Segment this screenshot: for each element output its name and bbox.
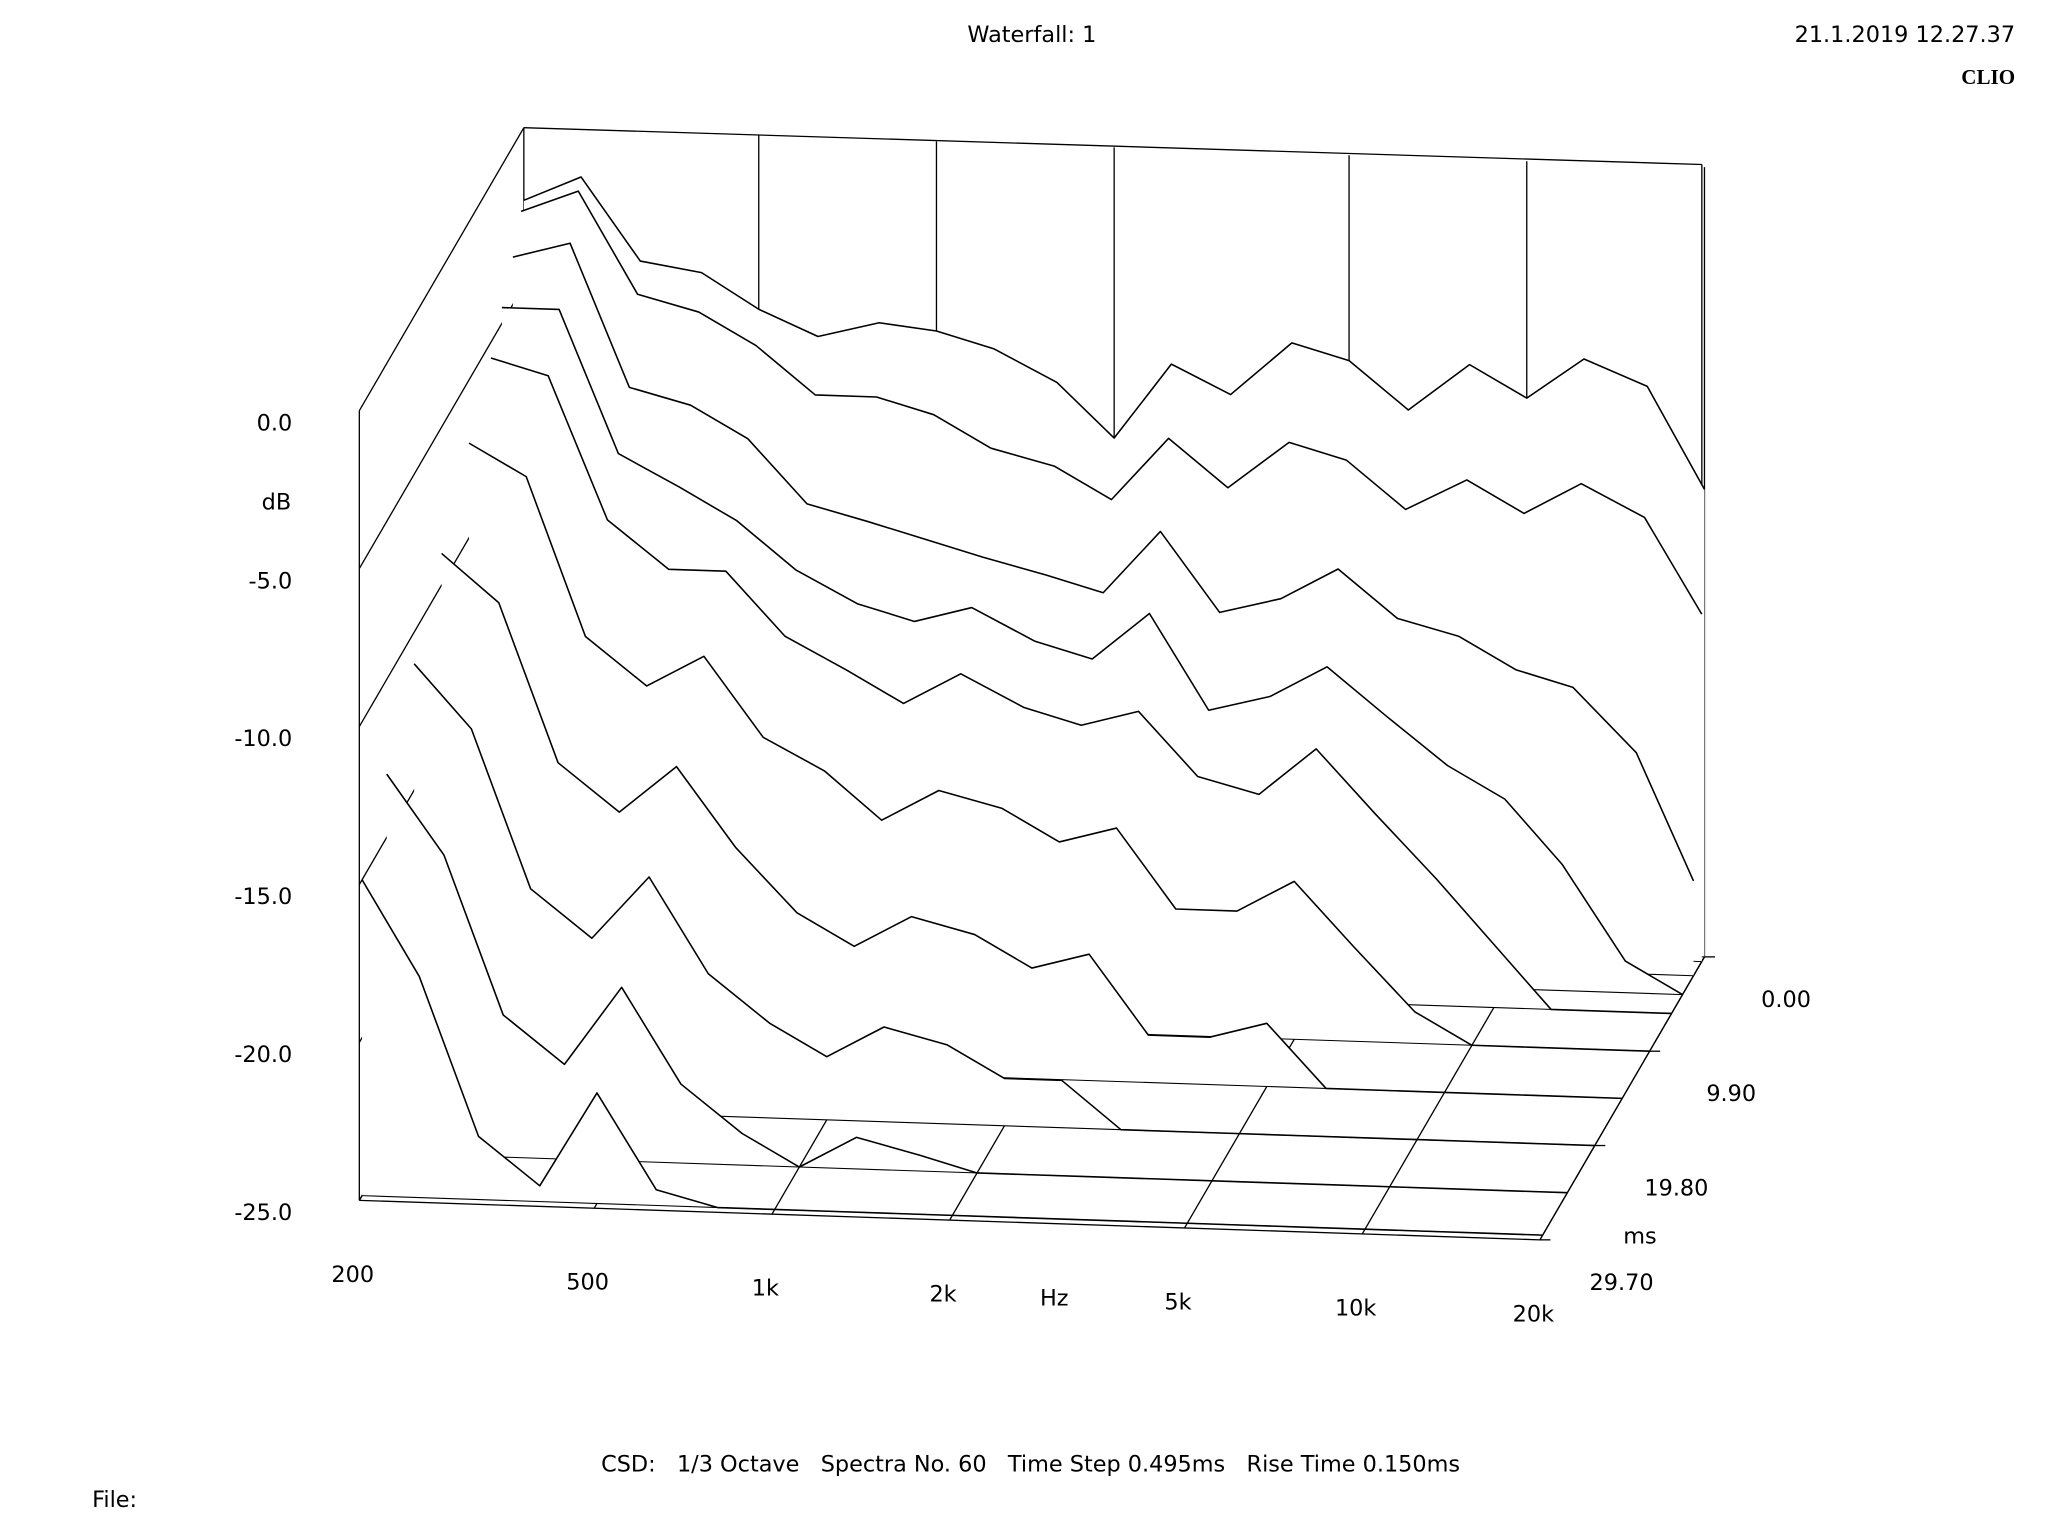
spectrum-line — [361, 879, 1543, 1236]
x-tick-label: 1k — [752, 1276, 779, 1302]
grid-line — [358, 285, 525, 569]
x-tick-label: 10k — [1335, 1295, 1376, 1321]
brand: CLIO — [1961, 65, 2015, 89]
spectrum-line — [490, 357, 1672, 1015]
y-tick-label: -15.0 — [234, 884, 292, 910]
y-tick-label: 0.0 — [257, 410, 293, 436]
file-label: File: — [92, 1487, 137, 1513]
frame-edge — [523, 127, 1702, 166]
slice-fill — [386, 774, 1568, 1193]
spectrum-line — [501, 306, 1683, 996]
y-tick-label: -20.0 — [234, 1042, 292, 1068]
spectrum-line — [512, 242, 1695, 882]
x-tick-label: 200 — [331, 1262, 374, 1288]
y-tick-label: -10.0 — [234, 726, 292, 752]
y-axis-label: dB — [262, 489, 292, 515]
y-tick-label: -5.0 — [249, 568, 293, 594]
grid-line — [358, 127, 525, 411]
slice-fill — [414, 663, 1595, 1146]
x-tick-label: 20k — [1513, 1301, 1554, 1327]
spectrum-line — [441, 552, 1623, 1100]
spectrum-line — [523, 176, 1706, 490]
timestamp: 21.1.2019 12.27.37 — [1795, 22, 2015, 48]
spectrum-line — [386, 773, 1568, 1194]
chart-title: Waterfall: 1 — [967, 22, 1096, 48]
spectrum-line — [468, 442, 1650, 1052]
z-tick-label: 29.70 — [1590, 1270, 1654, 1296]
footer: CSD: 1/3 Octave Spectra No. 60 Time Step… — [601, 1451, 1460, 1477]
spectrum-line — [413, 663, 1595, 1147]
x-axis-label: Hz — [1040, 1286, 1069, 1312]
z-tick-label: 19.80 — [1644, 1175, 1708, 1201]
x-tick-label: 500 — [566, 1270, 609, 1296]
x-tick-label: 2k — [929, 1282, 956, 1308]
z-tick-label: 9.90 — [1706, 1081, 1756, 1107]
z-axis-label: ms — [1623, 1224, 1656, 1250]
frame-edge — [359, 1199, 1540, 1241]
slice-fill — [441, 553, 1623, 1099]
x-tick-label: 5k — [1164, 1289, 1191, 1315]
y-tick-label: -25.0 — [234, 1200, 292, 1226]
spectrum-line — [520, 190, 1703, 615]
z-tick-label: 0.00 — [1761, 987, 1811, 1013]
